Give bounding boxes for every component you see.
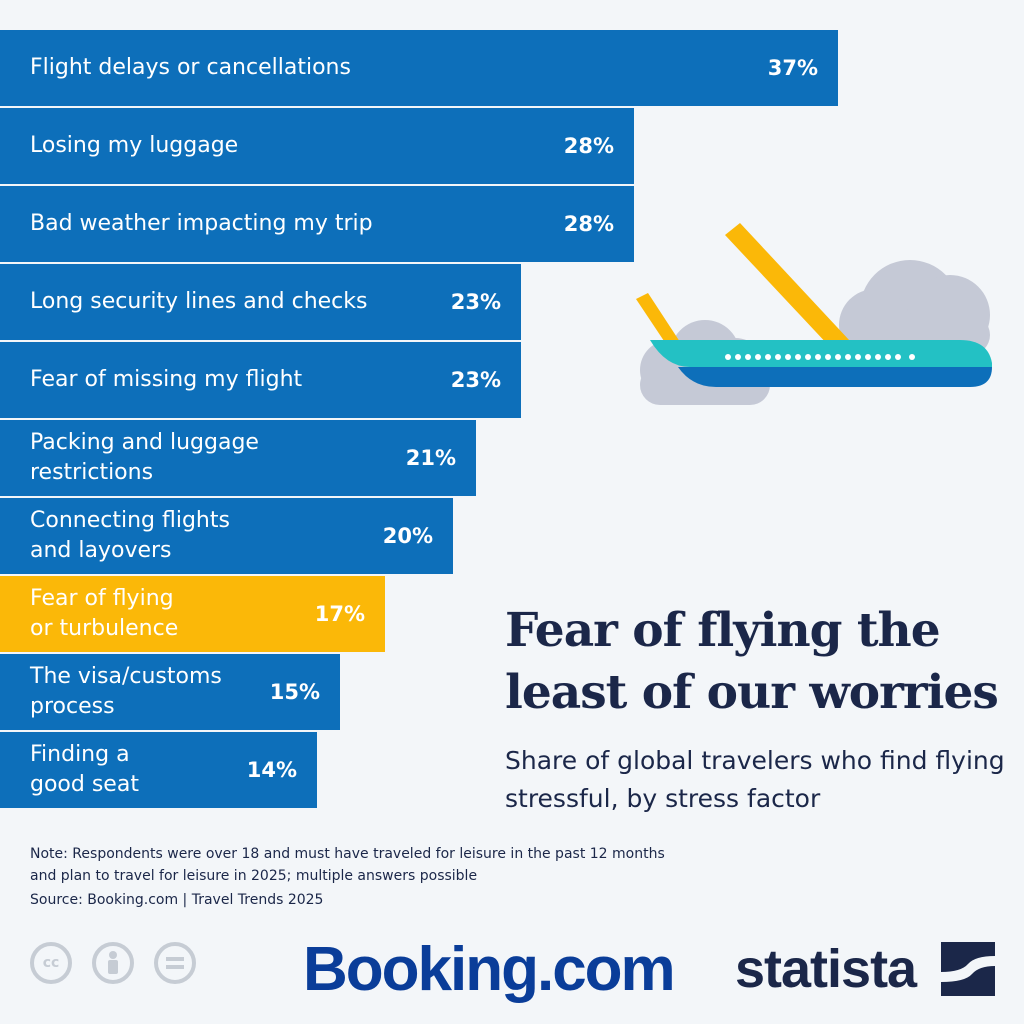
statista-mark-icon: [941, 942, 995, 996]
chart-source: Source: Booking.com | Travel Trends 2025: [30, 892, 324, 908]
bar-label: Fear of missing my flight: [30, 367, 303, 392]
bar-value-label: 28%: [563, 212, 614, 236]
bar-7: Fear of flying or turbulence 17%: [0, 576, 385, 652]
bar-label: Long security lines and checks: [30, 289, 368, 314]
bar-label: The visa/customs process: [30, 664, 222, 719]
bar-0: Flight delays or cancellations 37%: [0, 30, 838, 106]
bar-6: Connecting flights and layovers 20%: [0, 498, 453, 574]
bar-value-label: 23%: [450, 290, 501, 314]
cc-icon[interactable]: cc: [30, 942, 72, 984]
bar-value-label: 17%: [314, 602, 365, 626]
booking-logo[interactable]: Booking.com: [303, 935, 676, 1004]
statista-logo[interactable]: statista: [735, 939, 917, 999]
chart-title: Fear of flying the least of our worries: [505, 603, 999, 720]
bar-label: Flight delays or cancellations: [30, 55, 351, 80]
bar-label: Finding a good seat: [30, 742, 139, 797]
chart-subtitle: Share of global travelers who find flyin…: [505, 746, 1005, 813]
bar-2: Bad weather impacting my trip 28%: [0, 186, 634, 262]
window-dots-icon: [725, 354, 915, 360]
bar-value-label: 15%: [269, 680, 320, 704]
chart-note: Note: Respondents were over 18 and must …: [30, 846, 665, 884]
bar-label: Losing my luggage: [30, 133, 239, 158]
bar-5: Packing and luggage restrictions 21%: [0, 420, 476, 496]
no-derivatives-icon[interactable]: [154, 942, 196, 984]
attribution-icon[interactable]: [92, 942, 134, 984]
bar-value-label: 23%: [450, 368, 501, 392]
bar-label: Packing and luggage restrictions: [30, 430, 259, 485]
bar-value-label: 20%: [382, 524, 433, 548]
bar-label: Connecting flights and layovers: [30, 508, 230, 563]
bar-label: Fear of flying or turbulence: [30, 586, 179, 641]
bar-value-label: 21%: [405, 446, 456, 470]
bar-label: Bad weather impacting my trip: [30, 211, 373, 236]
bar-9: Finding a good seat 14%: [0, 732, 317, 808]
bar-chart: Flight delays or cancellations 37% Losing …: [0, 30, 838, 808]
bar-4: Fear of missing my flight 23%: [0, 342, 521, 418]
bar-value-label: 37%: [767, 56, 818, 80]
bar-3: Long security lines and checks 23%: [0, 264, 521, 340]
bar-value-label: 28%: [563, 134, 614, 158]
bar-1: Losing my luggage 28%: [0, 108, 634, 184]
airplane-icon: [630, 215, 1000, 415]
bar-8: The visa/customs process 15%: [0, 654, 340, 730]
bar-value-label: 14%: [246, 758, 297, 782]
